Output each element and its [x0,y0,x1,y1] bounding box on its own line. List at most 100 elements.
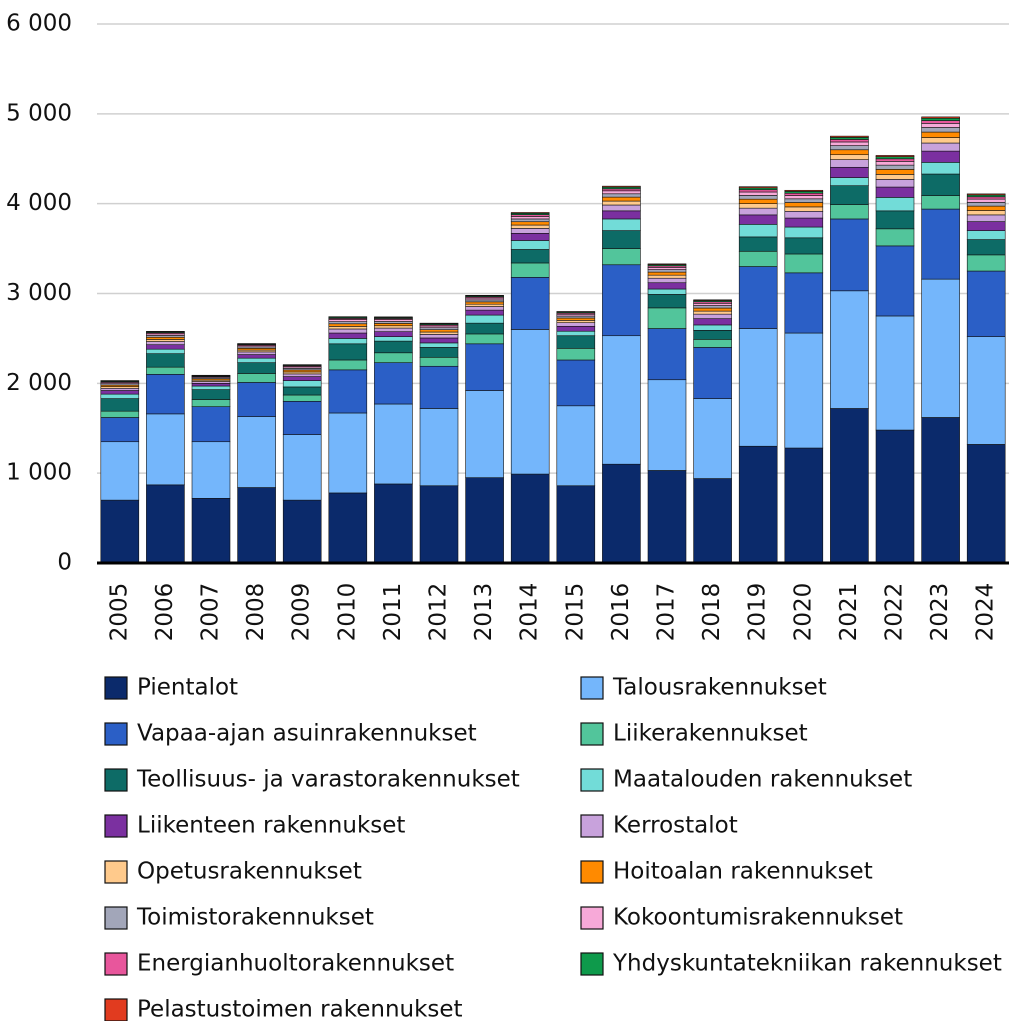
bar-segment [921,162,960,175]
bar-segment [465,303,504,307]
bar-segment [328,338,368,345]
bar-segment [966,239,1006,256]
bar-segment [510,212,550,214]
bar-segment [146,331,185,333]
bar-segment [875,228,915,247]
bar-segment [693,302,732,306]
legend-swatch [580,906,604,930]
bar-segment [693,339,732,348]
bar-segment [966,198,1006,203]
bar-segment [556,485,596,564]
bar-segment [738,250,778,267]
bar-segment [875,186,915,198]
bar-segment [784,202,824,208]
y-tick-label: 1 000 [6,460,72,486]
x-tick-label: 2015 [562,583,588,642]
bar-segment [328,326,368,330]
bar-segment [875,161,915,166]
bar-segment [510,262,550,278]
bar-segment [647,267,687,270]
bar-segment [328,369,368,414]
bar-segment [738,203,778,209]
bar-segment [237,362,276,374]
bar-segment [510,224,550,229]
bar-segment [237,487,276,564]
bar-segment [921,142,960,152]
legend-swatch [104,952,128,976]
legend-swatch [580,722,604,746]
x-tick-label: 2021 [836,583,862,642]
bar-segment [556,359,596,407]
bar-segment [921,123,960,128]
bar-segment [146,339,185,342]
x-tick-label: 2006 [152,583,178,642]
bar-segment [784,198,824,203]
legend-swatch [104,906,128,930]
legend-label: Yhdyskuntatekniikan rakennukset [612,951,1002,977]
legend-swatch [104,722,128,746]
bar-segment [647,470,687,564]
bar-segment [875,315,915,431]
bar-segment [602,248,641,266]
bar-segment [146,336,185,340]
legend-label: Kokoontumisrakennukset [613,905,903,931]
y-tick-label: 0 [57,550,72,576]
bar-segment [465,322,504,335]
bar-segment [419,356,459,367]
legend-label: Talousrakennukset [612,675,827,701]
bar-segment [966,202,1006,207]
bar-segment [830,137,869,140]
bar-segment [465,301,504,305]
bar-segment [146,374,185,415]
bar-segment [830,139,869,143]
legend-swatch [580,768,604,792]
bar-segment [693,398,732,479]
bar-segment [419,337,459,344]
bar-segment [510,228,550,234]
legend-swatch [104,768,128,792]
bar-segment [419,329,459,333]
bar-segment [602,218,641,231]
bar-segment [146,341,185,346]
bar-segment [374,336,413,342]
x-tick-label: 2018 [699,583,725,642]
bar-segment [237,351,276,355]
bar-segment [693,305,732,309]
bar-segment [419,334,459,339]
y-tick-label: 3 000 [6,280,72,306]
bar-segment [510,329,550,475]
bar-segment [510,221,550,226]
x-tick-label: 2020 [790,583,816,642]
bar-segment [921,150,960,163]
bar-segment [328,323,368,327]
bar-segment [602,230,641,249]
bar-segment [465,314,504,324]
bar-segment [647,274,687,279]
bar-segment [830,177,869,187]
bar-segment [966,210,1006,216]
x-tick-label: 2023 [927,583,953,642]
bar-segment [875,155,915,157]
bar-segment [237,354,276,359]
bar-segment [419,347,459,358]
bar-segment [419,342,459,348]
legend-label: Energianhuoltorakennukset [137,951,454,977]
bar-segment [510,473,550,564]
bar-segment [465,333,504,345]
bar-segment [556,325,596,332]
bar-segment [693,313,732,319]
bar-segment [830,141,869,146]
bar-segment [374,340,413,354]
x-tick-label: 2009 [289,583,315,642]
bar-segment [966,254,1006,272]
bar-segment [100,393,140,399]
bar-segment [328,359,368,371]
bar-segment [146,353,185,368]
bar-segment [191,406,231,443]
legend-swatch [580,860,604,884]
bar-segment [784,211,824,219]
bar-segment [602,185,641,188]
bar-segment [602,196,641,202]
bar-segment [282,380,322,388]
legend-swatch [580,952,604,976]
